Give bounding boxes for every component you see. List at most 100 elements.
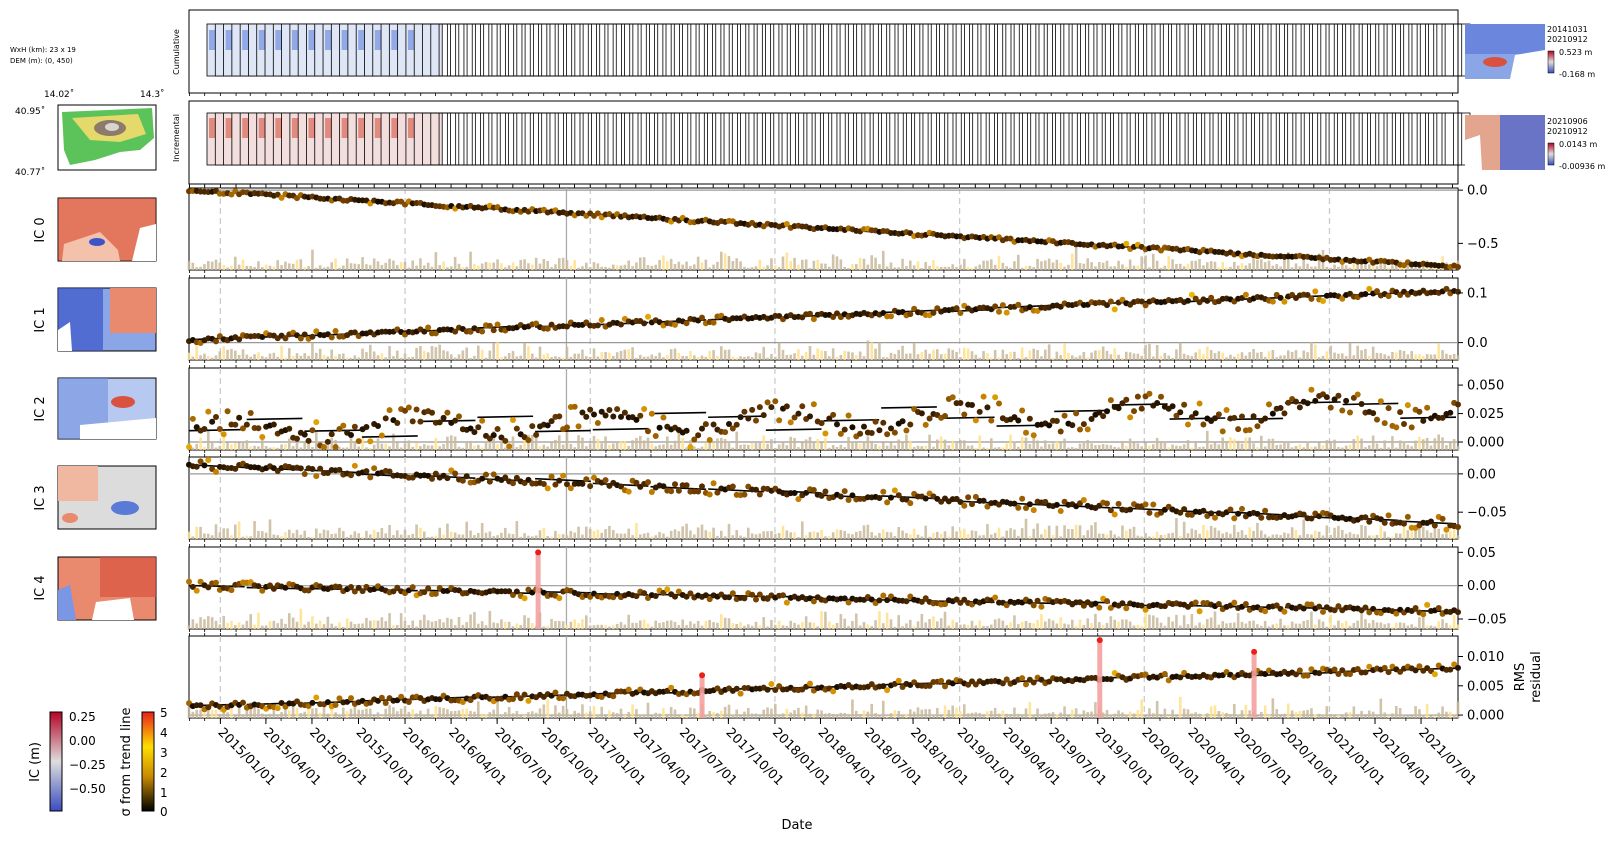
sigma-bar — [1217, 351, 1221, 360]
sigma-bar — [893, 445, 897, 450]
sigma-bar — [812, 622, 816, 629]
sigma-bar — [1240, 621, 1244, 629]
sigma-bar — [1364, 447, 1367, 450]
sigma-bar — [1333, 439, 1336, 450]
data-point — [405, 404, 412, 411]
sigma-bar — [596, 529, 600, 539]
sigma-bar — [1294, 263, 1298, 270]
sigma-bar — [361, 257, 364, 270]
sigma-bar — [974, 354, 978, 360]
sigma-bar — [496, 701, 499, 718]
data-point — [313, 328, 320, 335]
sigma-bar — [1063, 525, 1066, 539]
sigma-bar — [773, 624, 777, 629]
sigma-bar — [1074, 625, 1078, 629]
sigma-bar — [839, 354, 843, 360]
sigma-bar — [766, 443, 769, 450]
sigma-bar — [615, 265, 619, 270]
data-point — [810, 316, 817, 323]
sigma-bar — [932, 616, 935, 629]
trend-segment — [477, 415, 534, 419]
data-point — [529, 423, 536, 430]
sigma-bar — [662, 255, 665, 270]
sigma-bar — [1136, 710, 1140, 718]
sigma-bar — [1005, 443, 1009, 450]
sigma-bar — [365, 617, 368, 629]
sigma-bar — [1225, 532, 1228, 539]
sigma-bar — [735, 530, 739, 539]
sigma-bar — [1244, 623, 1248, 629]
sigma-bar — [916, 707, 920, 718]
sigma-bar — [677, 432, 681, 450]
sigma-bar — [476, 623, 480, 629]
sigma-bar — [673, 263, 677, 270]
sigma-bar — [989, 438, 993, 450]
data-point — [1096, 409, 1103, 416]
sigma-bar — [411, 709, 415, 718]
data-point — [841, 595, 848, 602]
data-point — [930, 309, 937, 316]
sigma-bar — [357, 533, 361, 539]
location-map: 14.02˚ 14.3˚ 40.95˚ 40.77˚ — [15, 89, 165, 178]
sigma-bar — [1329, 614, 1333, 629]
sigma-bar — [1421, 266, 1425, 270]
data-point — [845, 599, 852, 606]
sigma-bar — [700, 625, 704, 629]
trend-segment — [650, 411, 707, 415]
sigma-bar — [415, 347, 418, 360]
sigma-bar — [1321, 621, 1325, 629]
sigma-bar — [939, 267, 943, 270]
sigma-bar — [415, 524, 418, 539]
data-point — [1312, 397, 1319, 404]
incremental-thumbnail-pattern — [407, 118, 416, 138]
sigma-bar — [920, 446, 924, 450]
sigma-bar — [689, 530, 692, 539]
sigma-bar — [330, 534, 334, 539]
data-point — [780, 592, 786, 599]
data-point — [1231, 599, 1238, 606]
sigma-bar — [577, 353, 580, 360]
sigma-bar — [712, 622, 715, 629]
sigma-bar — [654, 356, 658, 360]
sigma-bar — [1213, 705, 1217, 718]
sigma-bar — [1059, 441, 1063, 450]
sigma-bar — [758, 533, 762, 539]
sigma-bar — [253, 354, 256, 360]
inc-date-end: 20210912 — [1547, 127, 1588, 136]
sigma-bar — [1159, 715, 1163, 718]
sigma-bar — [546, 699, 550, 718]
sigma-bar — [403, 620, 407, 629]
sigma-bar — [492, 622, 496, 629]
sigma-bar — [527, 617, 530, 629]
sigma-bar — [1248, 437, 1252, 450]
sigma-bar — [1101, 625, 1105, 629]
sigma-bar — [1360, 710, 1363, 718]
sigma-bar — [276, 356, 280, 360]
cumulative-thumbnails — [206, 23, 1471, 77]
data-point — [1185, 421, 1191, 428]
data-point — [336, 583, 343, 590]
sigma-bar — [623, 714, 627, 718]
sigma-bar — [1094, 350, 1097, 360]
sigma-bar — [1236, 714, 1240, 718]
data-point — [386, 407, 393, 414]
sigma-bar — [361, 348, 364, 360]
sigma-bar — [1279, 618, 1282, 629]
sigma-bar — [1086, 618, 1090, 629]
sigma-bar — [758, 353, 762, 360]
sigma-bar — [1256, 715, 1259, 718]
data-point — [1200, 507, 1207, 514]
sigma-bar — [284, 444, 287, 450]
sigma-bar — [399, 613, 403, 629]
data-point — [220, 431, 227, 438]
sigma-bar — [770, 258, 773, 270]
sigma-bar — [276, 623, 280, 629]
sigma-bar — [592, 625, 596, 629]
sigma-bar — [716, 356, 719, 360]
sigma-bar — [353, 355, 357, 360]
sigma-bar — [978, 535, 982, 539]
data-point — [641, 405, 648, 412]
data-point — [594, 419, 601, 426]
sigma-bar — [191, 536, 195, 539]
data-point — [749, 406, 756, 413]
